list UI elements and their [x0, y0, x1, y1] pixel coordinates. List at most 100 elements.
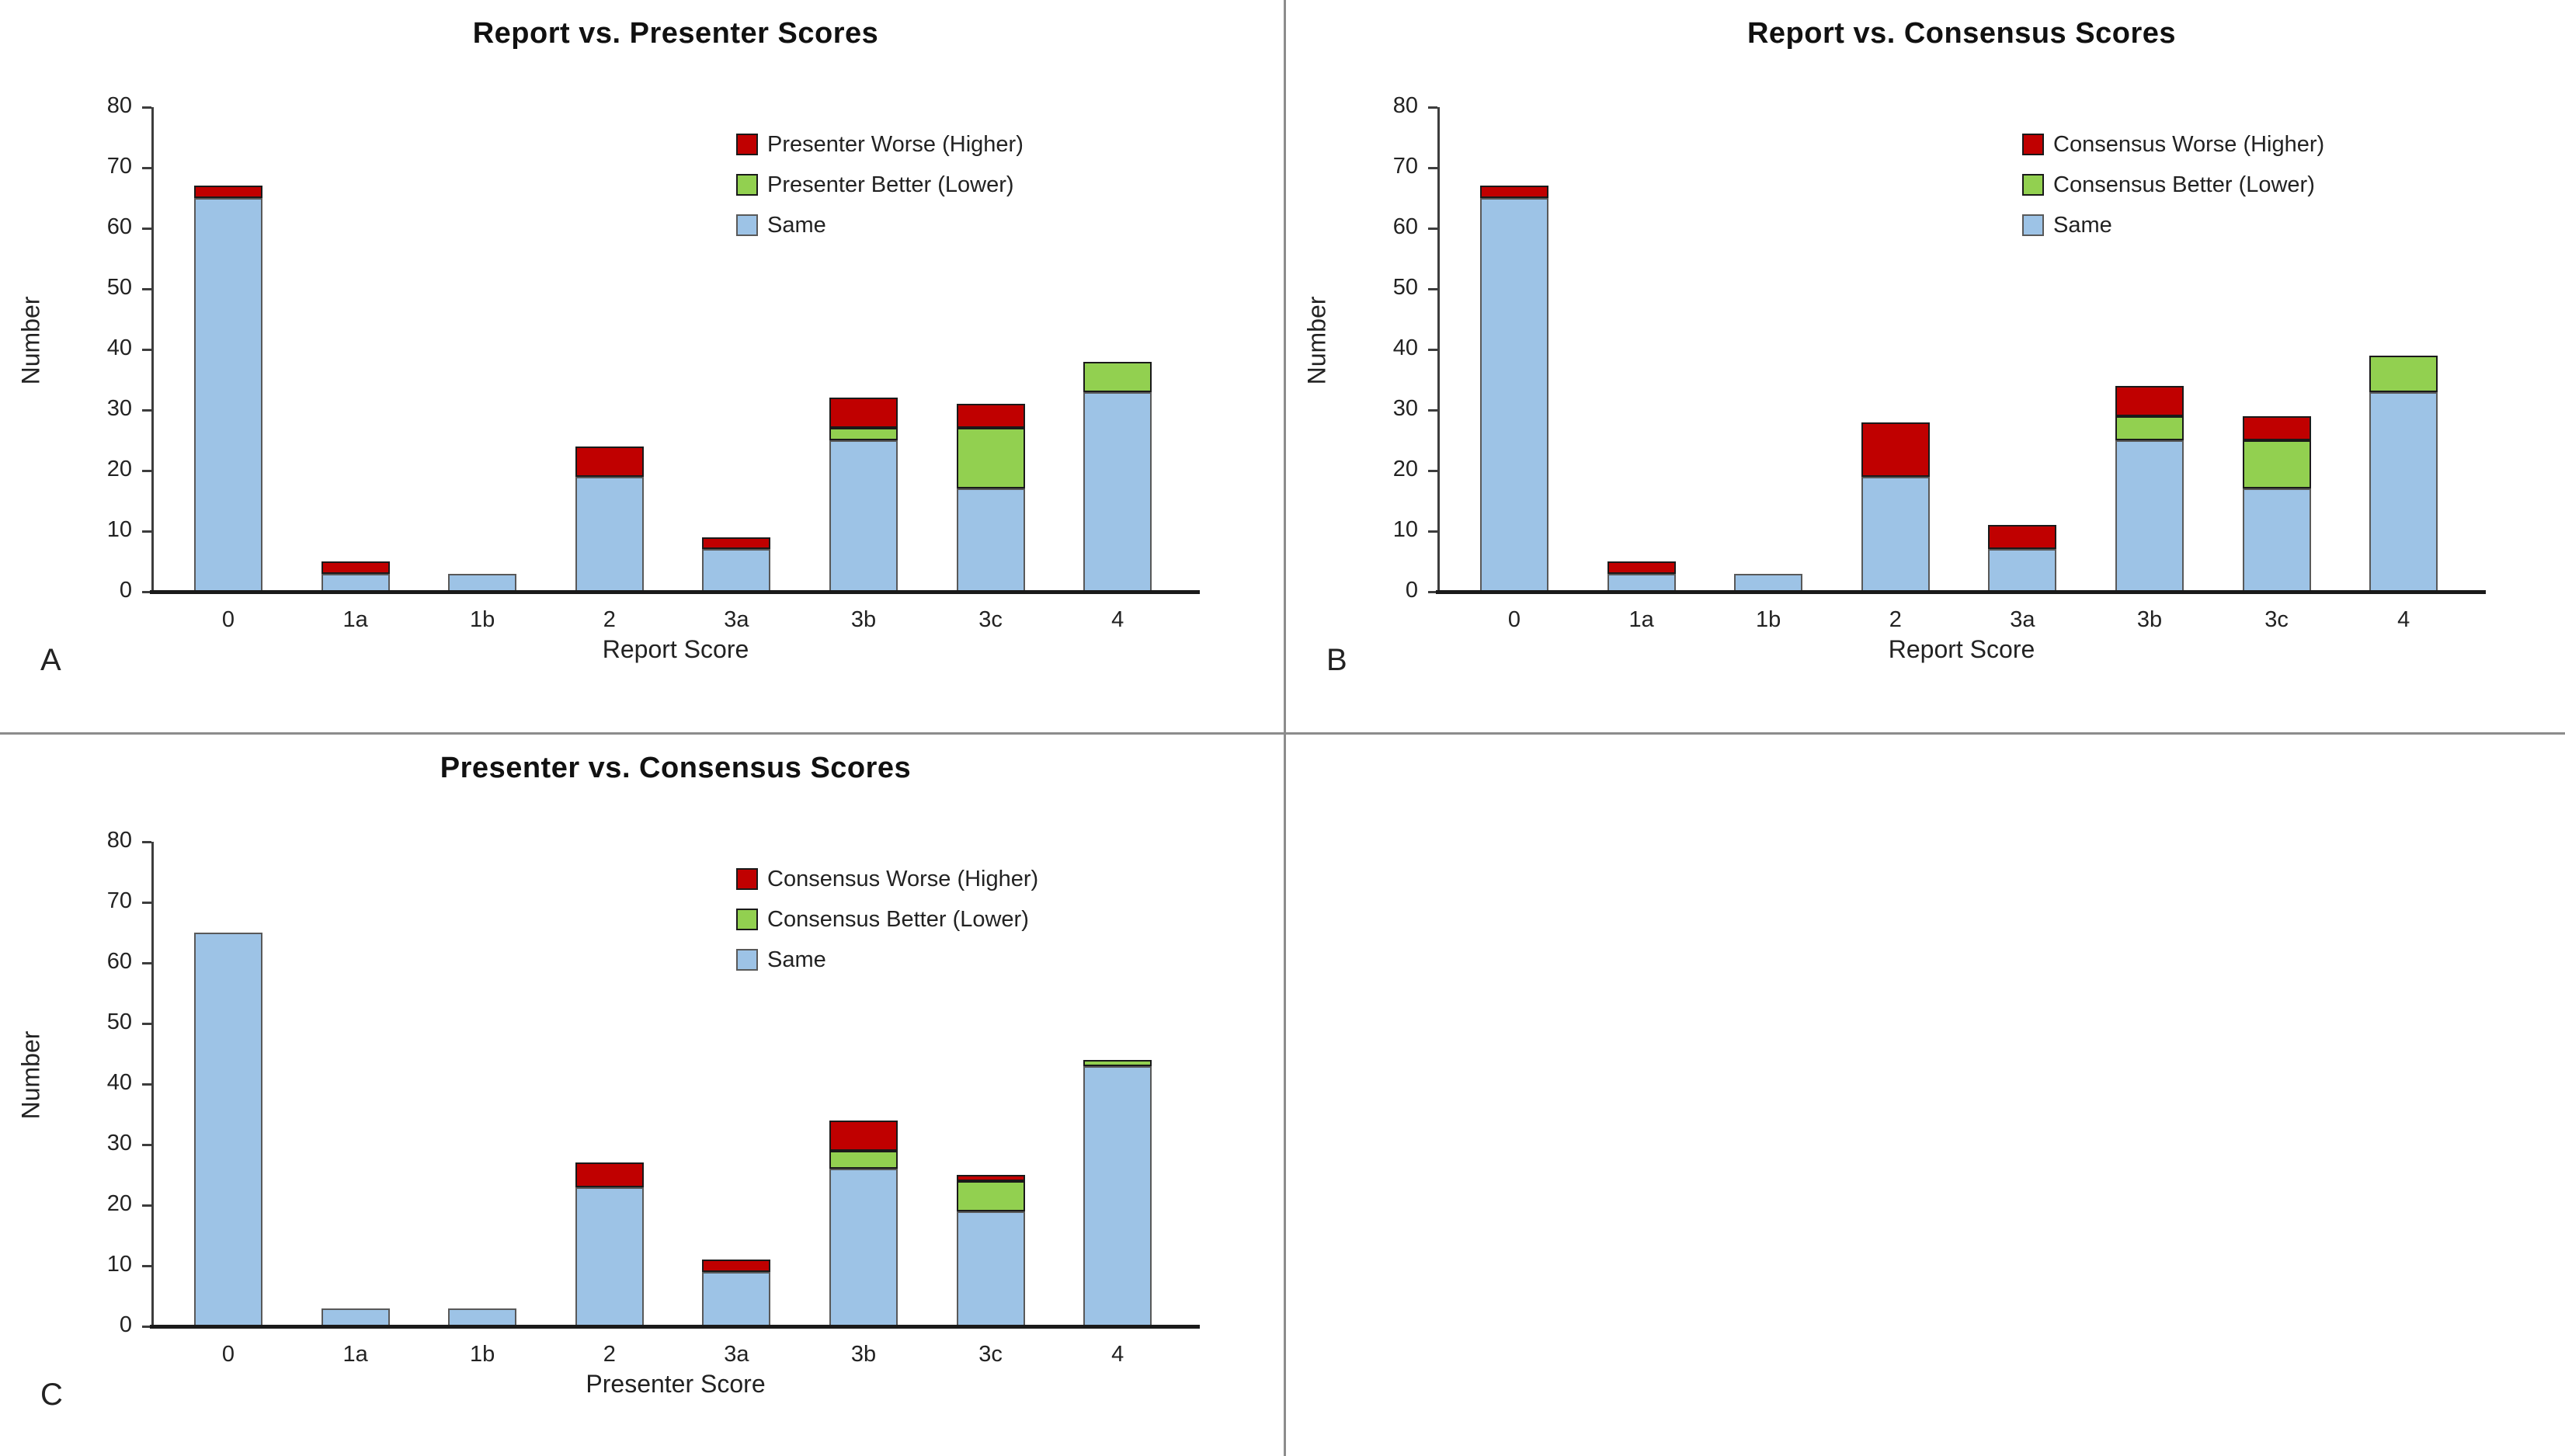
y-tick-label: 50	[106, 275, 132, 300]
y-tick-mark	[1428, 228, 1437, 230]
legend-label: Same	[2053, 212, 2112, 238]
y-tick-mark	[142, 349, 151, 351]
x-tick-label: 1a	[1628, 607, 1654, 632]
legend-label: Consensus Better (Lower)	[767, 906, 1029, 932]
bar-segment-1a-same	[1607, 573, 1676, 592]
x-tick-label: 3a	[2010, 607, 2035, 632]
y-tick-mark	[1428, 349, 1437, 351]
bar-segment-3c-presenter-better-lower	[956, 428, 1025, 489]
y-tick-label: 30	[106, 396, 132, 421]
y-tick-label: 10	[106, 1252, 132, 1277]
bar-segment-1a-consensus-worse-higher	[1607, 561, 1676, 574]
bar-segment-3a-same	[702, 549, 771, 592]
bar-segment-3c-presenter-worse-higher	[956, 404, 1025, 429]
x-axis-title: Report Score	[1888, 635, 2035, 663]
bar-segment-2-consensus-worse-higher	[1861, 422, 1930, 477]
bar-segment-3a-same	[1988, 549, 2057, 592]
legend-item: Consensus Better (Lower)	[2022, 165, 2324, 205]
legend-item: Same	[2022, 205, 2324, 245]
bar-segment-3b-same	[829, 440, 898, 592]
y-tick-mark	[1428, 409, 1437, 412]
bar-segment-4-same	[1083, 391, 1152, 592]
bar-segment-3a-presenter-worse-higher	[702, 537, 771, 550]
legend-swatch-icon	[2022, 174, 2044, 196]
legend-item: Presenter Better (Lower)	[736, 165, 1024, 205]
y-axis-line	[151, 842, 154, 1328]
bar-segment-4-consensus-better-lower	[2369, 355, 2438, 392]
x-axis-line	[150, 590, 1200, 594]
bar-segment-3c-consensus-better-lower	[2242, 440, 2311, 489]
plot-area: 0 10 20 30 40 50 60 70 80 0 1a 1b 2 3a 3b 3c 4	[0, 735, 1281, 1456]
y-axis-title: Number	[1302, 296, 1331, 385]
y-tick-mark	[142, 591, 151, 593]
legend-item: Consensus Better (Lower)	[736, 899, 1038, 940]
y-tick-label: 20	[1392, 457, 1418, 481]
bar-segment-1a-presenter-worse-higher	[321, 561, 390, 574]
bar-segment-0-same	[194, 198, 262, 592]
x-tick-label: 2	[603, 1342, 616, 1367]
x-tick-label: 0	[221, 1342, 235, 1367]
x-tick-label: 3a	[724, 1342, 749, 1367]
panel-report-vs-consensus: Report vs. Consensus Scores 0 10 20 30 40 50 6…	[1286, 0, 2565, 730]
bar-segment-3b-same	[829, 1169, 898, 1326]
bar-segment-2-presenter-worse-higher	[575, 446, 644, 477]
x-tick-label: 2	[603, 607, 616, 632]
legend-label: Consensus Worse (Higher)	[2053, 131, 2325, 157]
y-tick-label: 10	[1392, 517, 1418, 542]
y-tick-mark	[1428, 288, 1437, 290]
x-tick-label: 0	[1507, 607, 1521, 632]
bar-segment-1b-same	[448, 573, 517, 592]
y-tick-label: 50	[106, 1009, 132, 1034]
legend-swatch-icon	[2022, 214, 2044, 236]
panel-report-vs-presenter: Report vs. Presenter Scores 0 10 20 30 40 50 6…	[0, 0, 1281, 730]
y-tick-label: 70	[106, 154, 132, 179]
y-tick-mark	[142, 228, 151, 230]
bar-segment-3b-consensus-worse-higher	[829, 1120, 898, 1151]
x-tick-label: 3b	[850, 1342, 877, 1367]
y-tick-mark	[142, 1326, 151, 1328]
x-tick-label: 4	[1111, 1342, 1124, 1367]
legend-swatch-icon	[736, 909, 758, 930]
y-tick-mark	[142, 288, 151, 290]
x-axis-line	[150, 1325, 1200, 1329]
y-tick-mark	[1428, 470, 1437, 472]
bar-segment-3c-same	[956, 488, 1025, 592]
x-tick-label: 4	[1111, 607, 1124, 632]
bar-segment-1a-same	[321, 573, 390, 592]
panel-label: C	[40, 1378, 63, 1412]
y-tick-mark	[1428, 167, 1437, 169]
legend: Presenter Worse (Higher) Presenter Better…	[736, 124, 1024, 245]
y-tick-label: 30	[1392, 396, 1418, 421]
x-tick-label: 2	[1889, 607, 1902, 632]
x-tick-label: 3b	[850, 607, 877, 632]
y-tick-label: 60	[106, 949, 132, 974]
legend-swatch-icon	[736, 868, 758, 890]
bar-segment-0-consensus-worse-higher	[1480, 186, 1548, 198]
legend-swatch-icon	[2022, 134, 2044, 155]
bar-segment-3b-presenter-better-lower	[829, 428, 898, 440]
bar-segment-3a-same	[702, 1271, 771, 1326]
y-tick-mark	[142, 530, 151, 533]
y-tick-label: 70	[106, 888, 132, 913]
bar-segment-3c-same	[956, 1211, 1025, 1326]
y-tick-mark	[142, 962, 151, 964]
legend: Consensus Worse (Higher) Consensus Better…	[2022, 124, 2324, 245]
y-tick-label: 40	[106, 335, 132, 360]
y-tick-label: 80	[106, 828, 132, 853]
chart-title: Presenter vs. Consensus Scores	[440, 752, 912, 784]
y-tick-mark	[142, 167, 151, 169]
bar-segment-3c-consensus-better-lower	[956, 1180, 1025, 1211]
bar-segment-3a-consensus-worse-higher	[1988, 525, 2057, 550]
bar-segment-2-same	[575, 476, 644, 592]
x-tick-label: 1b	[470, 607, 495, 632]
y-tick-mark	[142, 1023, 151, 1025]
y-tick-mark	[142, 1083, 151, 1086]
vertical-divider-line	[1284, 0, 1286, 1456]
y-tick-mark	[142, 106, 151, 109]
legend-label: Same	[767, 212, 826, 238]
bar-segment-3b-presenter-worse-higher	[829, 398, 898, 429]
y-tick-label: 40	[106, 1070, 132, 1095]
legend-item: Same	[736, 940, 1038, 980]
x-tick-label: 1a	[342, 607, 368, 632]
bar-segment-2-consensus-worse-higher	[575, 1162, 644, 1187]
